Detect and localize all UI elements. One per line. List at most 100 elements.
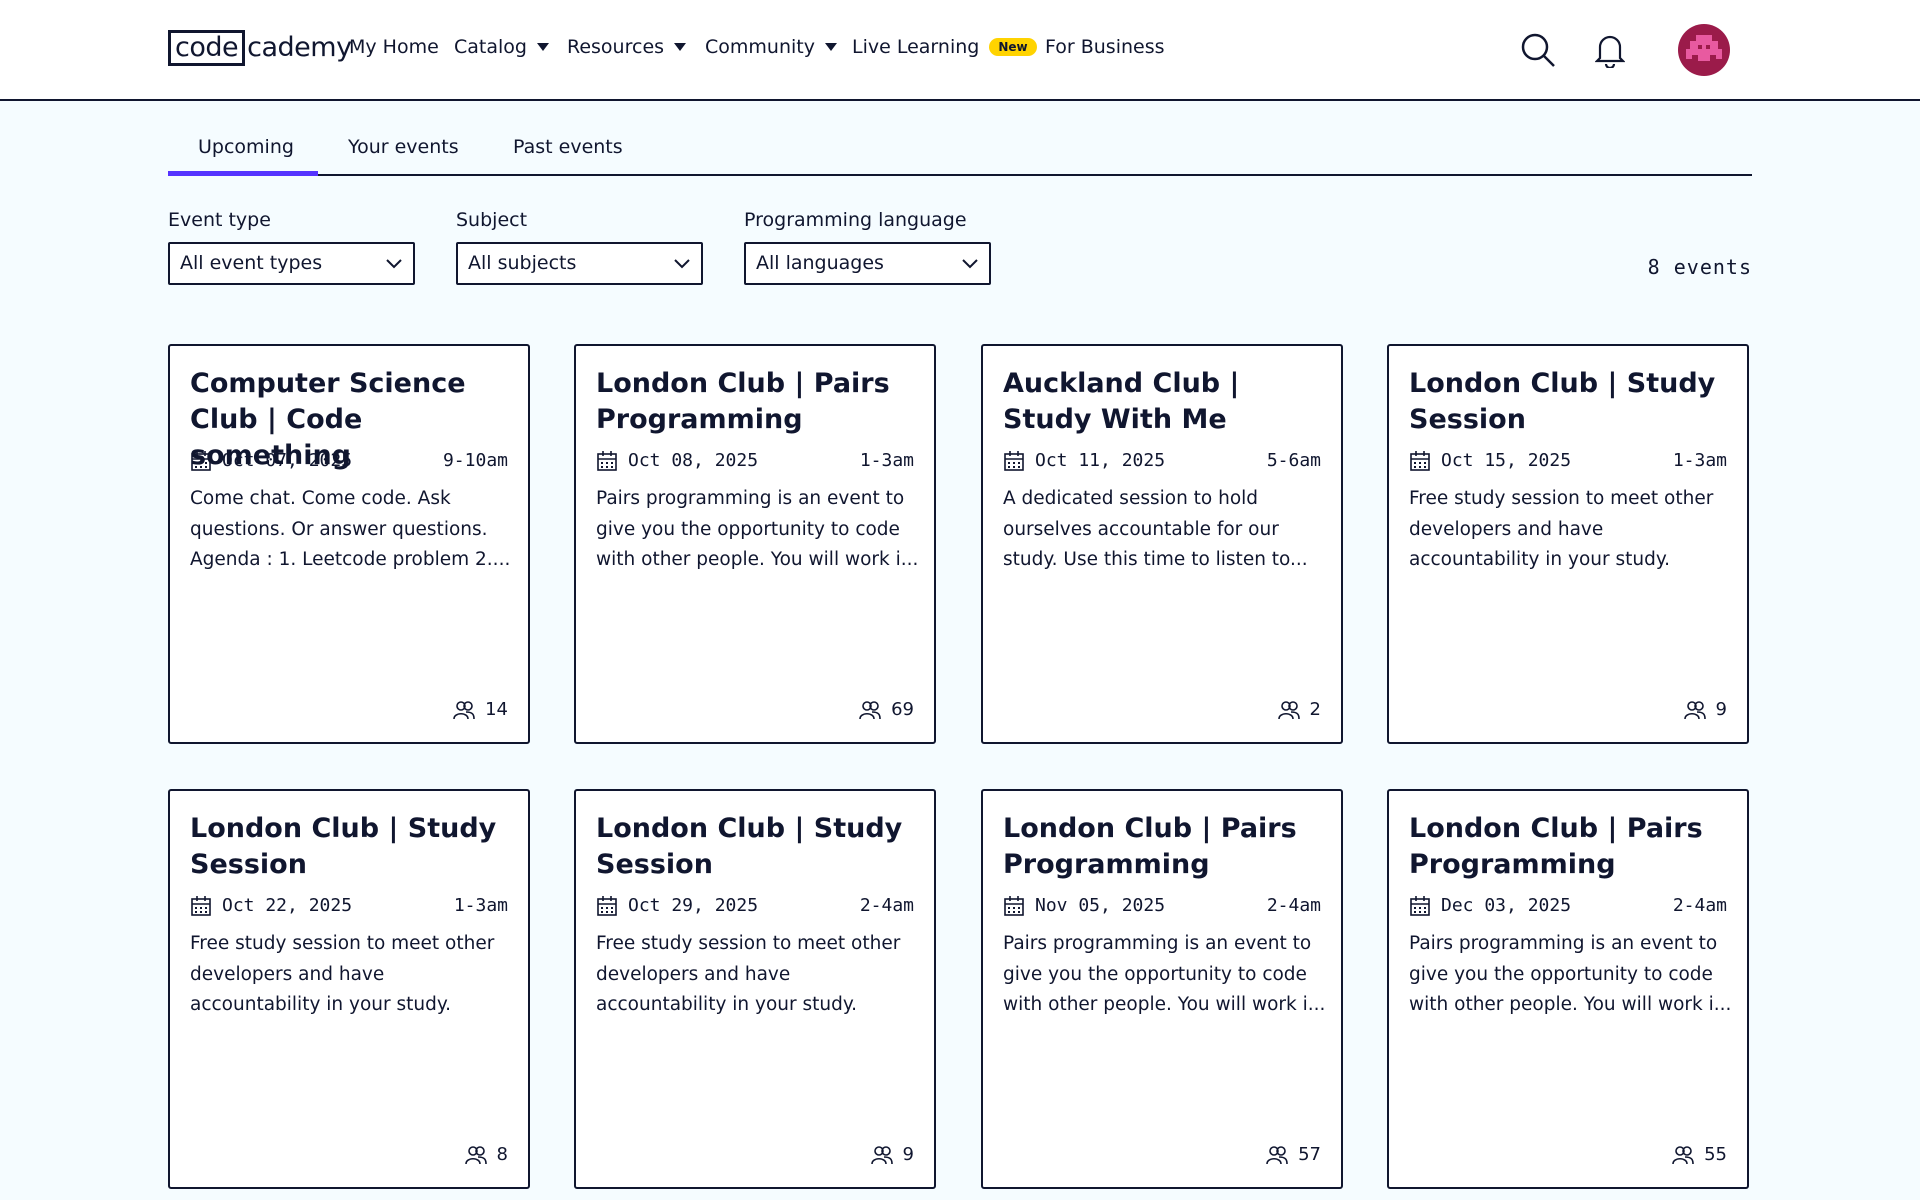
event-time: 1-3am — [859, 450, 914, 471]
calendar-icon — [1410, 451, 1430, 471]
calendar-icon — [1004, 451, 1024, 471]
event-count: 8 events — [1647, 255, 1752, 279]
attendee-count: 55 — [1704, 1144, 1727, 1165]
filter-value: All subjects — [468, 252, 577, 274]
event-description: Pairs programming is an event to give yo… — [596, 488, 919, 570]
header: code cademy My Home Catalog Resources Commun… — [0, 0, 1920, 101]
attendees-icon — [1277, 700, 1300, 719]
logo-code: code — [168, 30, 246, 66]
nav-item[interactable]: For Business — [1045, 36, 1165, 58]
nav-label: My Home — [349, 36, 439, 58]
nav-item[interactable]: Community — [705, 36, 837, 58]
event-time: 1-3am — [453, 895, 508, 916]
event-date: Oct 29, 2025 — [628, 895, 759, 916]
event-date: Nov 05, 2025 — [1035, 895, 1166, 916]
attendee-count: 9 — [1715, 699, 1727, 720]
event-card[interactable]: London Club | Study Session Oct 15, 2025 1… — [1387, 344, 1749, 744]
event-title: Auckland Club | Study With Me — [1003, 368, 1240, 435]
filter-label: Subject — [456, 209, 528, 231]
event-date: Oct 22, 2025 — [222, 895, 353, 916]
attendees: 8 — [464, 1144, 508, 1165]
attendees: 57 — [1266, 1144, 1321, 1165]
event-title: London Club | Pairs Programming — [1003, 813, 1297, 880]
calendar-icon — [597, 896, 617, 916]
event-title: London Club | Study Session — [596, 813, 903, 880]
event-title: London Club | Study Session — [1409, 368, 1716, 435]
attendees: 2 — [1277, 699, 1321, 720]
event-time: 2-4am — [1672, 895, 1727, 916]
event-date-row: Oct 22, 2025 1-3am — [190, 895, 508, 916]
event-time: 5-6am — [1266, 450, 1321, 471]
event-card[interactable]: London Club | Study Session Oct 22, 2025 1… — [168, 789, 530, 1189]
event-title: London Club | Study Session — [190, 813, 497, 880]
event-card[interactable]: London Club | Study Session Oct 29, 2025 2… — [574, 789, 936, 1189]
event-description: A dedicated session to hold ourselves ac… — [1003, 488, 1308, 570]
filter-value: All languages — [756, 252, 884, 274]
calendar-icon — [191, 896, 211, 916]
tab[interactable]: Your events — [348, 136, 459, 158]
nav-item[interactable]: Resources — [567, 36, 687, 58]
calendar-icon — [1410, 896, 1430, 916]
nav-label: Community — [705, 36, 815, 58]
event-title: Computer Science Club | Code something — [190, 368, 466, 471]
logo[interactable]: code cademy — [168, 30, 352, 66]
event-description: Free study session to meet other develop… — [1409, 488, 1714, 570]
attendees-icon — [859, 700, 881, 719]
calendar-icon — [1004, 896, 1024, 916]
attendees: 55 — [1672, 1144, 1727, 1165]
event-description: Free study session to meet other develop… — [596, 933, 901, 1015]
event-time: 1-3am — [1672, 450, 1727, 471]
event-description: Free study session to meet other develop… — [190, 933, 495, 1015]
attendees-icon — [1683, 700, 1706, 719]
event-description: Pairs programming is an event to give yo… — [1409, 933, 1732, 1015]
event-card[interactable]: London Club | Pairs Programming Oct 08, 2… — [574, 344, 936, 744]
chevron — [962, 259, 978, 269]
filter-select[interactable]: All subjects — [456, 242, 703, 285]
attendees: 14 — [453, 699, 508, 720]
event-time: 2-4am — [1266, 895, 1321, 916]
attendees-icon — [870, 1145, 893, 1164]
logo-rest: cademy — [247, 32, 352, 63]
event-card[interactable]: London Club | Pairs Programming Dec 03, 2… — [1387, 789, 1749, 1189]
nav-item[interactable]: Live Learning New — [852, 36, 1037, 58]
attendee-count: 9 — [902, 1144, 914, 1165]
attendee-count: 69 — [891, 699, 914, 720]
attendees-icon — [464, 1145, 487, 1164]
event-card[interactable]: Auckland Club | Study With Me Oct 11, 202… — [981, 344, 1343, 744]
search-icon[interactable] — [1520, 32, 1556, 68]
event-title: London Club | Pairs Programming — [1409, 813, 1703, 880]
nav-item[interactable]: Catalog — [454, 36, 549, 58]
attendees-icon — [453, 700, 475, 719]
filter-select[interactable]: All languages — [744, 242, 991, 285]
filter-label: Event type — [168, 209, 271, 231]
new-badge: New — [989, 38, 1037, 56]
event-date: Oct 08, 2025 — [628, 450, 759, 471]
dropdown-caret — [824, 43, 837, 51]
calendar-icon — [597, 451, 617, 471]
nav-label: For Business — [1045, 36, 1165, 58]
event-description: Pairs programming is an event to give yo… — [1003, 933, 1326, 1015]
event-date: Oct 11, 2025 — [1035, 450, 1166, 471]
chevron — [674, 259, 690, 269]
nav-label: Resources — [567, 36, 665, 58]
event-date: Oct 07, 2025 — [222, 450, 353, 471]
attendee-count: 14 — [485, 699, 508, 720]
nav-item[interactable]: My Home — [349, 36, 439, 58]
dropdown-caret — [536, 43, 549, 51]
event-card[interactable]: Computer Science Club | Code something Oc… — [168, 344, 530, 744]
event-date: Dec 03, 2025 — [1441, 895, 1572, 916]
event-date-row: Oct 29, 2025 2-4am — [596, 895, 914, 916]
tab[interactable]: Upcoming — [198, 136, 294, 158]
event-date-row: Oct 11, 2025 5-6am — [1003, 450, 1321, 471]
filter-select[interactable]: All event types — [168, 242, 415, 285]
notifications-icon[interactable] — [1595, 32, 1625, 68]
tab-indicator — [168, 171, 318, 176]
chevron — [386, 259, 402, 269]
tab[interactable]: Past events — [513, 136, 623, 158]
attendee-count: 57 — [1298, 1144, 1321, 1165]
event-card[interactable]: London Club | Pairs Programming Nov 05, 2… — [981, 789, 1343, 1189]
event-date-row: Oct 07, 2025 9-10am — [190, 450, 508, 471]
filter-label: Programming language — [744, 209, 967, 231]
avatar[interactable] — [1677, 23, 1731, 77]
